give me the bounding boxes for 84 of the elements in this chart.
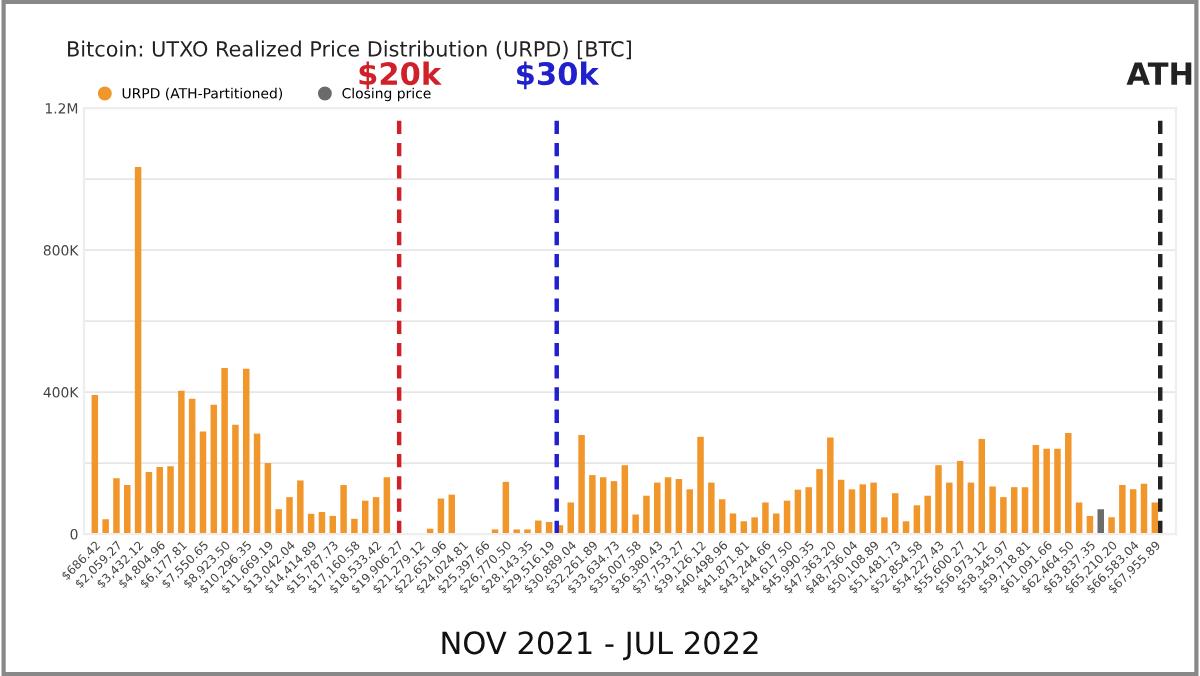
bar [1054, 448, 1061, 535]
bar [708, 482, 715, 535]
bar [848, 489, 856, 535]
ref-line-label: $30k [517, 61, 600, 90]
bar [956, 460, 964, 535]
bar [243, 368, 250, 535]
bar [91, 394, 99, 535]
bar [946, 482, 953, 535]
bar [978, 438, 985, 535]
bar [773, 513, 780, 535]
bar [827, 437, 834, 535]
text: NOV 2021 - JUL 2022 [442, 631, 758, 661]
ref-line-label: $20k [359, 61, 442, 90]
bar [913, 505, 921, 535]
bar [697, 436, 704, 535]
bar [924, 495, 931, 535]
bar [221, 367, 228, 535]
bar [805, 487, 812, 535]
ref-line-label: ATH [1126, 62, 1192, 85]
bar [567, 502, 574, 535]
bar [210, 404, 218, 535]
bar [610, 481, 618, 535]
bar [383, 477, 391, 535]
bar [286, 497, 293, 535]
bar [297, 480, 304, 535]
bar [643, 495, 650, 535]
bar [578, 435, 585, 535]
bar [1140, 483, 1148, 535]
bar [1021, 487, 1029, 535]
bar [816, 469, 823, 535]
bar [621, 465, 629, 535]
bar [762, 502, 769, 535]
bar [535, 520, 542, 535]
bar [891, 493, 899, 535]
bar [718, 499, 726, 535]
bar [1129, 489, 1137, 535]
bar [729, 513, 737, 535]
bar [1075, 502, 1083, 535]
bar [156, 466, 163, 535]
bar [589, 475, 596, 535]
bar [1010, 487, 1018, 535]
bar [275, 509, 282, 535]
bar [113, 478, 120, 535]
bar [751, 517, 758, 535]
bar [134, 167, 142, 535]
bar [1097, 509, 1104, 535]
bar [1151, 502, 1159, 535]
bar [794, 489, 802, 535]
bar [264, 463, 272, 535]
bar [967, 482, 975, 535]
bar [513, 529, 520, 535]
bar [145, 471, 153, 535]
bar [859, 484, 867, 535]
bar [124, 485, 131, 535]
bar [989, 486, 996, 535]
chart-title: Bitcoin: UTXO Realized Price Distribution (URPD) [BTC] [68, 40, 631, 60]
bar [881, 517, 888, 535]
bar [199, 431, 207, 535]
bar [188, 398, 196, 535]
bar [664, 477, 672, 535]
bar [599, 477, 607, 535]
bar [654, 482, 661, 535]
bar [232, 424, 239, 535]
bar [1065, 432, 1072, 535]
bar [686, 489, 693, 535]
bar [178, 390, 185, 535]
bar [351, 518, 358, 535]
bar [372, 497, 380, 535]
bar [1000, 497, 1007, 535]
bar [870, 482, 877, 535]
bar [837, 479, 845, 535]
bar [102, 519, 109, 535]
bar [524, 529, 531, 535]
bar [1108, 517, 1115, 535]
bar [632, 514, 639, 535]
bar [935, 465, 942, 535]
bar [340, 485, 347, 535]
bar [167, 466, 174, 535]
bar [1043, 448, 1050, 535]
bar [1032, 444, 1040, 535]
bar [1119, 485, 1126, 535]
bar [253, 433, 261, 535]
bar [675, 479, 683, 535]
bar [502, 481, 510, 535]
